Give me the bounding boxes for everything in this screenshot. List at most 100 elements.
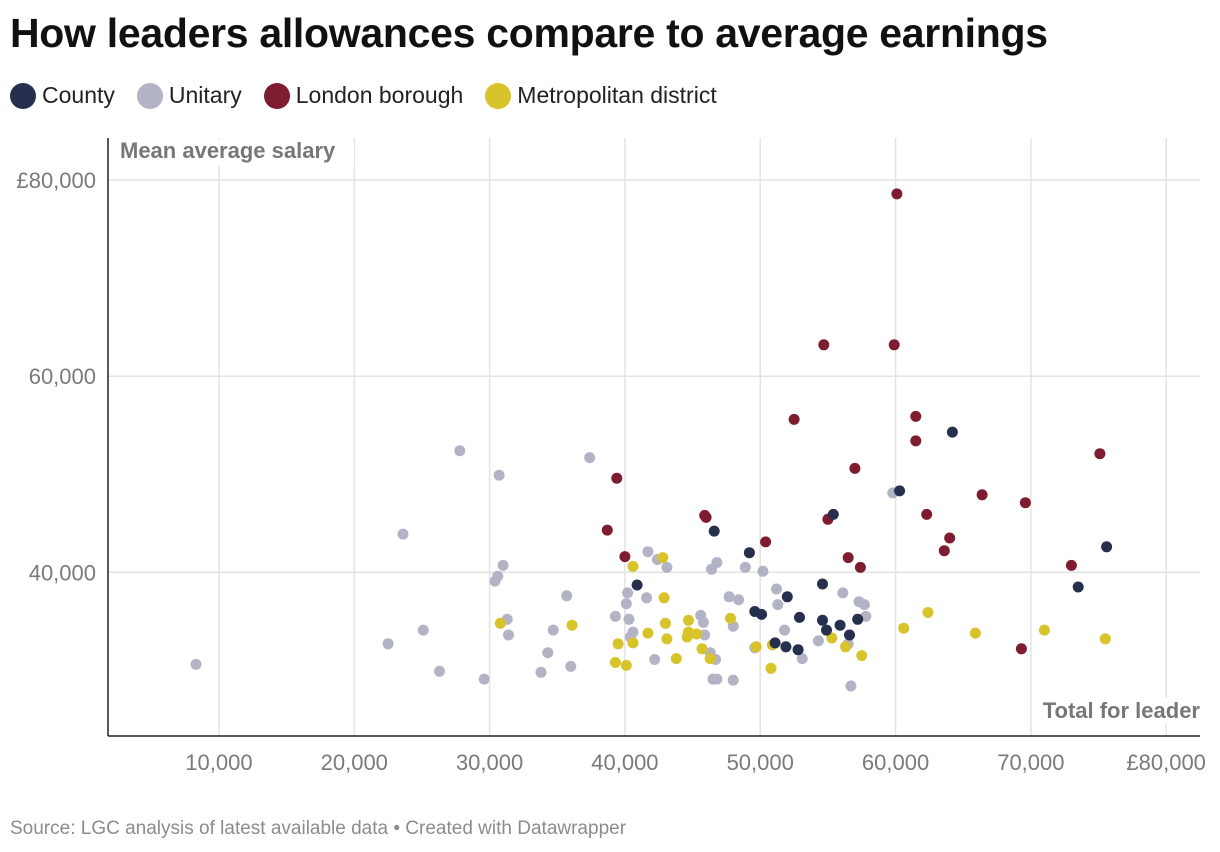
data-point-metropolitan-district[interactable] [494, 617, 506, 629]
data-point-unitary[interactable] [723, 591, 735, 603]
data-point-london-borough[interactable] [700, 511, 712, 523]
data-point-unitary[interactable] [454, 445, 466, 457]
data-point-unitary[interactable] [503, 629, 514, 641]
data-point-county[interactable] [792, 644, 804, 656]
data-point-london-borough[interactable] [849, 462, 861, 474]
data-point-county[interactable] [781, 591, 793, 603]
data-point-london-borough[interactable] [891, 188, 903, 200]
data-point-county[interactable] [844, 629, 855, 641]
data-point-unitary[interactable] [492, 570, 504, 582]
data-point-unitary[interactable] [565, 660, 577, 672]
data-point-metropolitan-district[interactable] [658, 592, 670, 604]
data-point-metropolitan-district[interactable] [750, 641, 762, 653]
data-point-london-borough[interactable] [611, 472, 623, 484]
data-point-county[interactable] [631, 579, 643, 591]
data-point-metropolitan-district[interactable] [670, 653, 682, 665]
data-point-metropolitan-district[interactable] [657, 552, 669, 564]
legend-item-london-borough[interactable]: London borough [263, 82, 463, 109]
data-point-unitary[interactable] [642, 546, 654, 558]
data-point-unitary[interactable] [837, 587, 849, 599]
data-point-london-borough[interactable] [910, 410, 922, 422]
data-point-unitary[interactable] [812, 635, 824, 647]
data-point-unitary[interactable] [623, 613, 635, 625]
data-point-county[interactable] [894, 485, 906, 497]
data-point-metropolitan-district[interactable] [566, 619, 578, 631]
data-point-london-borough[interactable] [818, 339, 830, 351]
data-point-unitary[interactable] [497, 559, 509, 571]
data-point-metropolitan-district[interactable] [704, 653, 716, 665]
data-point-metropolitan-district[interactable] [725, 612, 736, 624]
data-point-unitary[interactable] [845, 680, 857, 692]
data-point-metropolitan-district[interactable] [969, 627, 981, 639]
data-point-unitary[interactable] [661, 561, 673, 573]
data-point-unitary[interactable] [739, 561, 751, 573]
data-point-unitary[interactable] [711, 557, 723, 568]
data-point-london-borough[interactable] [788, 413, 800, 425]
data-point-metropolitan-district[interactable] [642, 627, 654, 639]
data-point-london-borough[interactable] [760, 536, 772, 548]
data-point-metropolitan-district[interactable] [683, 614, 694, 626]
data-point-london-borough[interactable] [1065, 559, 1077, 571]
legend-item-unitary[interactable]: Unitary [136, 82, 242, 109]
data-point-county[interactable] [743, 547, 755, 559]
data-point-unitary[interactable] [397, 528, 409, 540]
data-point-unitary[interactable] [757, 565, 769, 577]
data-point-unitary[interactable] [641, 592, 653, 604]
data-point-metropolitan-district[interactable] [620, 659, 632, 671]
data-point-county[interactable] [780, 641, 792, 653]
data-point-unitary[interactable] [561, 590, 573, 602]
data-point-unitary[interactable] [796, 653, 808, 665]
data-point-unitary[interactable] [771, 583, 782, 595]
data-point-london-borough[interactable] [888, 339, 900, 351]
data-point-county[interactable] [827, 508, 839, 520]
data-point-county[interactable] [852, 613, 864, 625]
data-point-metropolitan-district[interactable] [856, 650, 868, 662]
data-point-county[interactable] [1072, 581, 1084, 593]
data-point-county[interactable] [708, 525, 720, 537]
data-point-london-borough[interactable] [1019, 497, 1031, 509]
data-point-unitary[interactable] [622, 587, 634, 599]
data-point-unitary[interactable] [609, 610, 621, 622]
data-point-london-borough[interactable] [910, 435, 922, 447]
data-point-london-borough[interactable] [842, 552, 854, 564]
data-point-unitary[interactable] [772, 599, 784, 611]
data-point-metropolitan-district[interactable] [661, 633, 673, 645]
data-point-metropolitan-district[interactable] [627, 637, 639, 649]
data-point-metropolitan-district[interactable] [765, 662, 777, 674]
data-point-county[interactable] [756, 608, 768, 620]
data-point-unitary[interactable] [434, 665, 445, 677]
data-point-unitary[interactable] [417, 624, 429, 636]
data-point-county[interactable] [769, 637, 781, 649]
data-point-unitary[interactable] [697, 616, 709, 628]
data-point-london-borough[interactable] [976, 489, 988, 501]
data-point-unitary[interactable] [627, 626, 639, 638]
legend-item-county[interactable]: County [10, 82, 115, 109]
data-point-metropolitan-district[interactable] [627, 560, 639, 572]
data-point-metropolitan-district[interactable] [1038, 624, 1050, 636]
data-point-metropolitan-district[interactable] [696, 643, 708, 655]
legend-item-metropolitan-district[interactable]: Metropolitan district [485, 82, 717, 109]
data-point-county[interactable] [794, 611, 805, 623]
data-point-unitary[interactable] [711, 673, 723, 685]
data-point-county[interactable] [821, 624, 832, 636]
data-point-metropolitan-district[interactable] [826, 632, 838, 644]
data-point-county[interactable] [834, 619, 846, 631]
data-point-unitary[interactable] [733, 594, 745, 606]
data-point-unitary[interactable] [382, 638, 394, 650]
data-point-metropolitan-district[interactable] [1099, 633, 1111, 645]
data-point-metropolitan-district[interactable] [609, 657, 621, 668]
data-point-unitary[interactable] [535, 666, 547, 678]
data-point-unitary[interactable] [649, 654, 661, 665]
data-point-metropolitan-district[interactable] [612, 638, 624, 650]
data-point-unitary[interactable] [478, 673, 490, 685]
data-point-unitary[interactable] [858, 599, 870, 611]
data-point-london-borough[interactable] [1094, 448, 1106, 460]
data-point-unitary[interactable] [547, 624, 559, 636]
data-point-london-borough[interactable] [938, 545, 950, 557]
data-point-london-borough[interactable] [854, 561, 866, 573]
data-point-london-borough[interactable] [921, 508, 933, 520]
data-point-unitary[interactable] [190, 658, 202, 670]
data-point-london-borough[interactable] [619, 551, 631, 563]
data-point-metropolitan-district[interactable] [840, 641, 851, 653]
data-point-metropolitan-district[interactable] [922, 607, 934, 618]
